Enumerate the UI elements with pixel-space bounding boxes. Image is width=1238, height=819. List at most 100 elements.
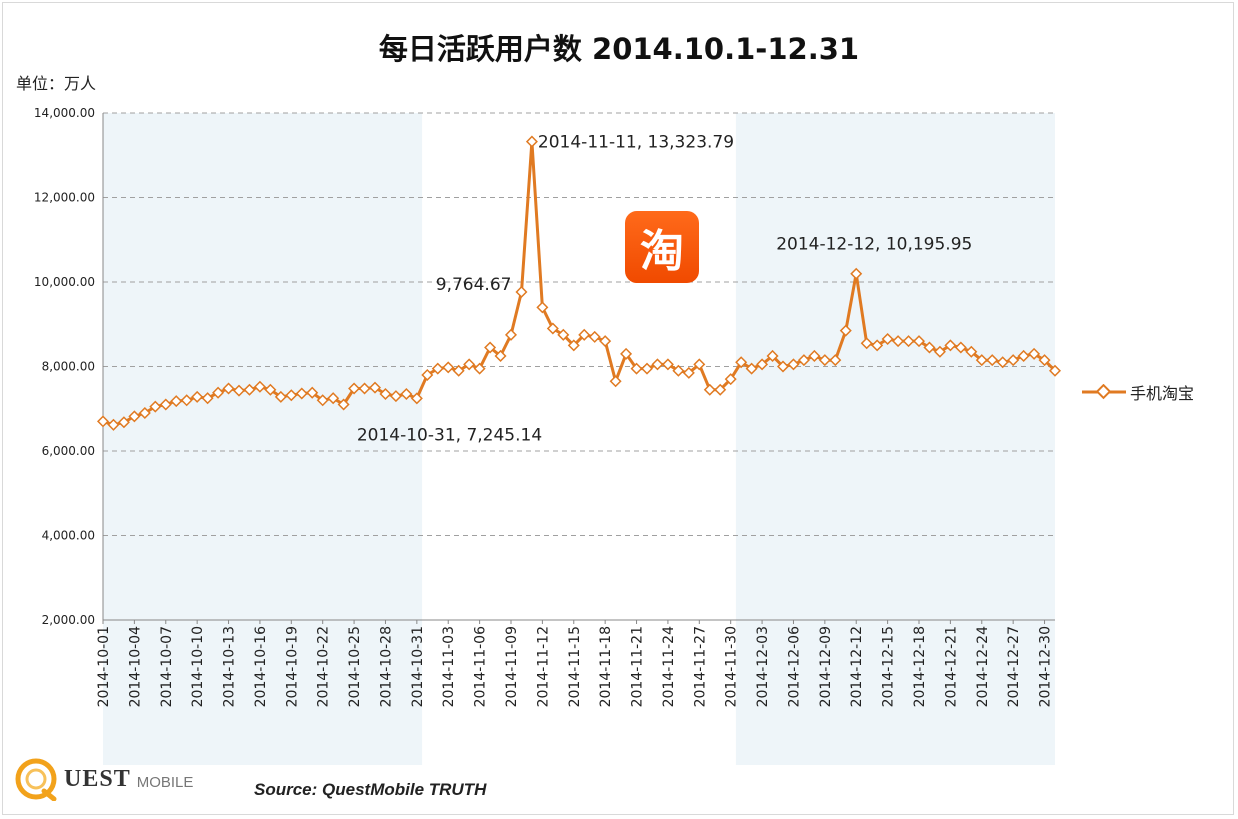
questmobile-logo-icon xyxy=(15,758,57,801)
x-tick-label: 2014-11-18 xyxy=(598,626,614,707)
band-october xyxy=(103,113,423,765)
band-december xyxy=(735,113,1055,765)
data-point xyxy=(588,330,601,343)
chart-title: 每日活跃用户数 2014.10.1-12.31 xyxy=(378,32,860,66)
x-tick-label: 2014-12-09 xyxy=(818,626,834,707)
y-tick-label: 10,000.00 xyxy=(34,275,95,289)
data-point xyxy=(860,337,873,350)
data-point xyxy=(180,394,193,407)
data-point xyxy=(431,362,444,375)
x-tick-label: 2014-10-07 xyxy=(159,626,175,707)
x-tick-label: 2014-10-31 xyxy=(410,626,426,707)
data-point xyxy=(672,364,685,377)
data-point xyxy=(902,335,915,348)
data-point xyxy=(724,373,737,386)
x-tick-label: 2014-11-06 xyxy=(473,626,489,707)
data-point xyxy=(756,358,769,371)
data-point xyxy=(892,335,905,348)
data-point xyxy=(253,380,266,393)
data-point xyxy=(578,328,591,341)
x-tick-label: 2014-10-04 xyxy=(127,626,143,707)
x-tick-label: 2014-11-27 xyxy=(692,626,708,707)
data-point xyxy=(285,389,298,402)
y-tick-label: 14,000.00 xyxy=(34,106,95,120)
source-note: Source: QuestMobile TRUTH xyxy=(254,780,487,799)
x-tick-label: 2014-12-30 xyxy=(1038,626,1054,707)
data-point xyxy=(766,349,779,362)
unit-label: 单位：万人 xyxy=(16,74,97,93)
x-tick-label: 2014-12-06 xyxy=(786,626,802,707)
data-point xyxy=(484,341,497,354)
data-point xyxy=(975,354,988,367)
data-point xyxy=(787,358,800,371)
data-point xyxy=(693,358,706,371)
data-point xyxy=(1017,349,1030,362)
data-point xyxy=(850,267,863,280)
data-point xyxy=(358,382,371,395)
legend: 手机淘宝 xyxy=(1082,380,1194,404)
legend-line-marker-icon xyxy=(1082,384,1126,400)
data-point xyxy=(944,339,957,352)
data-point xyxy=(536,301,549,314)
data-point xyxy=(389,390,402,403)
data-point xyxy=(463,358,476,371)
data-point xyxy=(243,383,256,396)
x-tick-label: 2014-10-25 xyxy=(347,626,363,707)
data-point xyxy=(797,354,810,367)
data-point xyxy=(149,400,162,413)
brand-name: UEST xyxy=(64,765,131,792)
data-point xyxy=(442,361,455,374)
y-tick-label: 6,000.00 xyxy=(42,444,95,458)
data-point xyxy=(515,285,528,298)
data-point xyxy=(316,394,329,407)
data-point xyxy=(400,387,413,400)
data-point xyxy=(337,398,350,411)
data-point xyxy=(159,398,172,411)
data-point xyxy=(525,135,538,148)
x-tick-label: 2014-12-03 xyxy=(755,626,771,707)
x-tick-label: 2014-11-21 xyxy=(630,626,646,707)
data-point xyxy=(933,345,946,358)
data-annotation: 2014-10-31, 7,245.14 xyxy=(357,425,542,445)
data-point xyxy=(714,383,727,396)
data-point xyxy=(620,347,633,360)
x-tick-label: 2014-10-13 xyxy=(222,626,238,707)
data-point xyxy=(630,362,643,375)
x-tick-label: 2014-11-03 xyxy=(441,626,457,707)
data-point xyxy=(599,335,612,348)
data-point xyxy=(274,390,287,403)
data-point xyxy=(96,415,110,428)
data-point xyxy=(201,392,214,405)
x-tick-label: 2014-12-21 xyxy=(943,626,959,707)
data-point xyxy=(871,339,884,352)
data-annotation: 2014-11-11, 13,323.79 xyxy=(538,133,734,153)
data-point xyxy=(232,384,246,397)
x-tick-label: 2014-10-28 xyxy=(378,626,394,707)
data-point xyxy=(703,383,716,396)
data-point xyxy=(881,333,894,346)
x-tick-label: 2014-12-15 xyxy=(881,626,897,707)
x-tick-label: 2014-10-22 xyxy=(316,626,332,707)
data-point xyxy=(923,341,936,354)
x-tick-label: 2014-12-18 xyxy=(912,626,928,707)
data-point xyxy=(504,328,518,341)
x-tick-label: 2014-10-19 xyxy=(284,626,300,707)
x-tick-label: 2014-12-24 xyxy=(975,626,991,707)
data-point xyxy=(1048,364,1062,377)
data-point xyxy=(452,364,465,377)
data-point xyxy=(327,392,340,405)
data-point xyxy=(954,341,967,354)
data-point xyxy=(264,383,277,396)
data-point xyxy=(138,406,151,419)
data-point xyxy=(117,416,130,429)
y-tick-label: 2,000.00 xyxy=(42,613,95,627)
data-point xyxy=(651,358,664,371)
data-point xyxy=(776,360,790,373)
data-point xyxy=(839,324,852,337)
data-point xyxy=(557,328,570,341)
y-tick-label: 12,000.00 xyxy=(34,191,95,205)
data-point xyxy=(986,354,999,367)
x-tick-label: 2014-11-09 xyxy=(504,626,520,707)
data-annotation: 2014-12-12, 10,195.95 xyxy=(776,235,972,255)
